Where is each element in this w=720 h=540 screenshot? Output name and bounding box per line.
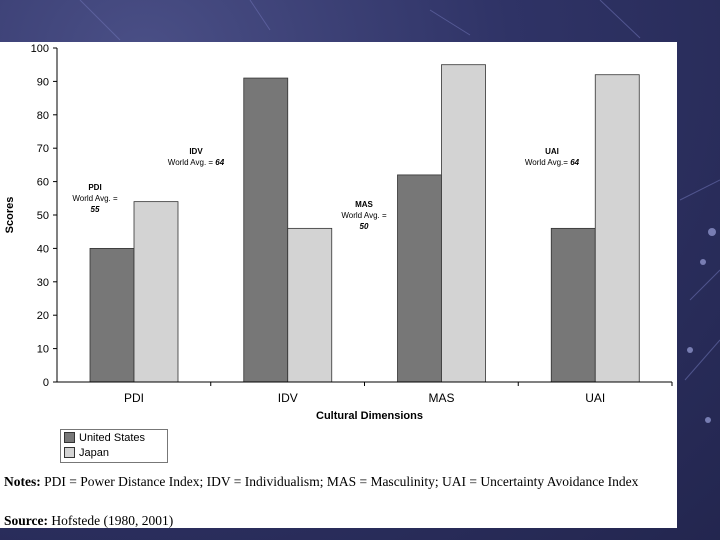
source-body: Hofstede (1980, 2001) [51, 513, 174, 528]
annotation-world-avg: World Avg. = 64 [168, 158, 225, 167]
source-heading: Source: [4, 513, 48, 528]
x-tick-label: MAS [428, 391, 454, 405]
annotation-label: IDV [189, 147, 203, 156]
annotation-uai: UAI World Avg.= 64 [525, 147, 580, 167]
bar-japan-mas [441, 64, 486, 383]
y-tick-label: 80 [37, 110, 49, 122]
bar-united-states-idv [243, 77, 289, 383]
annotation-mas: MAS World Avg. = 50 [341, 200, 387, 231]
legend-item-japan: Japan [61, 445, 167, 460]
y-tick-label: 30 [37, 277, 49, 289]
bar-japan-idv [287, 227, 333, 383]
bar-japan-pdi [133, 201, 179, 383]
bar-united-states-uai [550, 227, 596, 383]
annotation-idv: IDV World Avg. = 64 [168, 147, 225, 167]
x-tick-label: PDI [124, 391, 144, 405]
legend-label-united-states: United States [79, 431, 146, 444]
y-tick-label: 50 [37, 210, 49, 222]
notes-text: Notes: PDI = Power Distance Index; IDV =… [4, 475, 674, 489]
y-axis-label: Scores [4, 197, 16, 234]
annotation-world-avg: World Avg.= 64 [525, 158, 580, 167]
y-tick-label: 60 [37, 177, 49, 189]
annotation-world-avg: World Avg. = [341, 211, 387, 220]
annotation-label: UAI [545, 147, 559, 156]
y-tick-label: 10 [37, 344, 49, 356]
y-tick-label: 20 [37, 310, 49, 322]
y-tick-label: 70 [37, 143, 49, 155]
annotation-value: 55 [91, 205, 100, 214]
x-tick-label: IDV [278, 391, 298, 405]
x-axis-label: Cultural Dimensions [316, 410, 423, 422]
bar-united-states-pdi [89, 247, 135, 383]
chart-legend: United States Japan [60, 429, 168, 463]
y-tick-label: 0 [43, 377, 49, 389]
bar-united-states-mas [397, 174, 442, 383]
y-tick-label: 100 [31, 43, 49, 55]
bar-chart: PDI World Avg. = 55 IDV World Avg. = 64 MAS Wo… [4, 43, 673, 422]
y-tick-label: 90 [37, 76, 49, 88]
notes-body: PDI = Power Distance Index; IDV = Indivi… [44, 474, 639, 489]
legend-swatch-united-states [64, 432, 75, 443]
annotation-label: MAS [355, 200, 373, 209]
annotation-label: PDI [88, 183, 101, 192]
legend-item-united-states: United States [61, 430, 167, 445]
annotation-pdi: PDI World Avg. = 55 [72, 183, 118, 214]
annotation-world-avg: World Avg. = [72, 194, 118, 203]
x-tick-label: UAI [585, 391, 605, 405]
bar-japan-uai [594, 74, 640, 383]
notes-heading: Notes: [4, 474, 41, 489]
chart-panel: PDI World Avg. = 55 IDV World Avg. = 64 MAS Wo… [0, 42, 677, 528]
legend-swatch-japan [64, 447, 75, 458]
y-tick-label: 40 [37, 243, 49, 255]
legend-label-japan: Japan [79, 446, 109, 459]
annotation-value: 50 [360, 222, 369, 231]
source-text: Source: Hofstede (1980, 2001) [4, 513, 173, 529]
